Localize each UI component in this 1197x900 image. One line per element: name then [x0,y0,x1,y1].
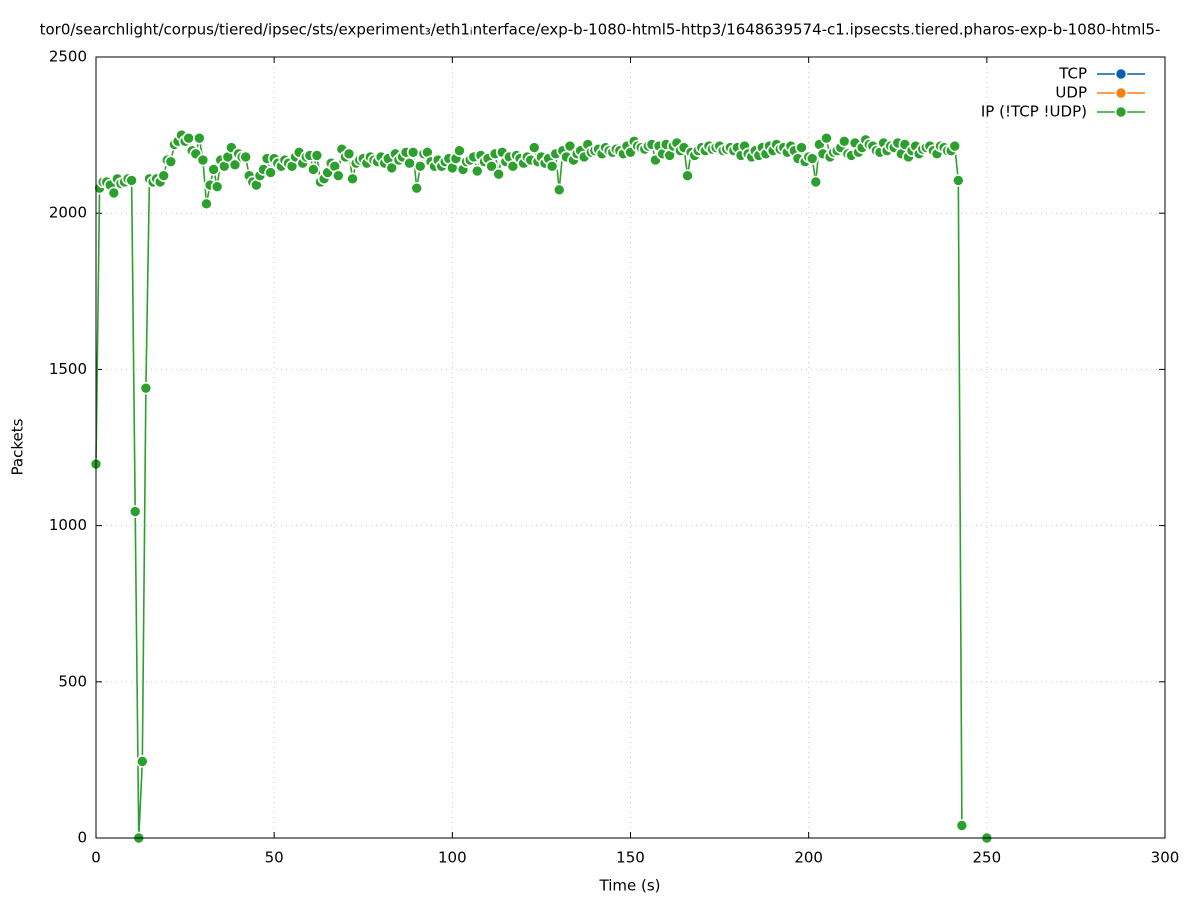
data-point [196,153,210,167]
data-point [107,186,121,200]
data-point [410,181,424,195]
data-point [157,169,171,183]
data-point [563,139,577,153]
data-point [837,135,851,148]
legend-label: UDP [1055,84,1087,102]
plot-area [89,128,994,845]
data-point [545,160,559,173]
data-point [210,180,224,193]
data-point [952,174,965,187]
x-tick-label: 200 [794,849,823,867]
data-point [385,161,399,175]
y-axis-label: Packets [9,418,27,475]
data-point [239,150,252,164]
data-point [182,131,195,145]
data-point [681,169,694,183]
data-point [485,160,498,173]
data-point [125,174,138,187]
data-point [406,145,420,159]
x-tick-label: 250 [973,849,1002,867]
data-point [805,152,819,165]
data-point [413,160,427,173]
data-point [527,141,541,154]
data-point [307,163,320,176]
legend-label: TCP [1058,65,1087,83]
data-point [403,156,416,170]
data-point [453,144,466,158]
data-point [264,166,277,179]
data-point [332,169,345,183]
data-point [809,175,823,189]
legend-label: IP (!TCP !UDP) [981,103,1087,121]
y-tick-label: 2500 [49,48,87,66]
x-tick-label: 50 [265,849,284,867]
data-point [955,819,969,832]
y-tick-label: 500 [58,672,87,690]
data-point [193,131,206,145]
data-point [470,164,484,178]
legend-marker [1114,105,1128,119]
data-point [820,131,833,145]
x-tick-label: 100 [438,849,467,867]
data-point [552,183,566,197]
data-point [139,381,153,395]
chart-title: tor0/searchlight/corpus/tiered/ipsec/sts… [40,21,1161,39]
data-point [228,158,242,172]
x-tick-label: 0 [91,849,101,867]
y-tick-label: 1000 [49,516,87,534]
data-point [948,139,962,153]
data-point [136,755,149,768]
data-point [200,197,213,211]
x-tick-label: 150 [616,849,645,867]
data-point [310,149,324,162]
x-tick-label: 300 [1151,849,1180,867]
plot-border [95,56,1166,839]
data-point [342,147,356,161]
legend-marker [1114,67,1128,81]
data-point [128,505,142,518]
y-tick-label: 1500 [49,360,87,378]
data-point [207,163,220,176]
y-tick-label: 2000 [49,204,87,222]
data-point [492,167,505,181]
legend-marker [1114,86,1128,100]
y-tick-label: 0 [77,829,87,847]
data-point [164,155,178,168]
data-point [795,141,808,154]
x-axis-label: Time (s) [599,877,661,895]
data-point [346,172,359,186]
